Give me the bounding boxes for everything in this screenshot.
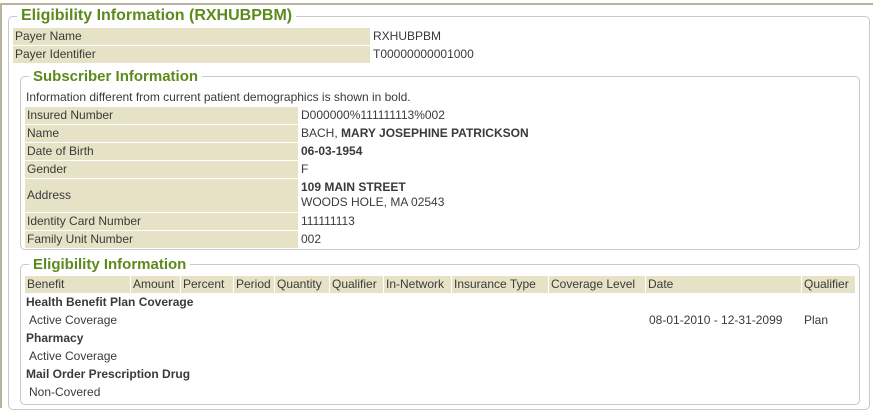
id-card-row: Identity Card Number 111111113 bbox=[25, 213, 355, 230]
subscriber-title: Subscriber Information bbox=[29, 68, 203, 85]
address-value: 109 MAIN STREET WOODS HOLE, MA 02543 bbox=[298, 179, 444, 212]
gender-row: Gender F bbox=[25, 161, 308, 178]
first-names: MARY JOSEPHINE PATRICKSON bbox=[341, 126, 529, 140]
col-percent: Percent bbox=[181, 276, 233, 293]
col-date-qualifier: Qualifier bbox=[802, 276, 855, 293]
gender-label: Gender bbox=[25, 161, 298, 178]
dob-row: Date of Birth 06-03-1954 bbox=[25, 143, 362, 160]
id-card-label: Identity Card Number bbox=[25, 213, 298, 230]
eligibility-panel bbox=[20, 264, 860, 405]
top-divider bbox=[0, 3, 873, 5]
payer-id-label: Payer Identifier bbox=[13, 46, 370, 63]
benefit-status: Active Coverage bbox=[29, 313, 118, 327]
family-unit-label: Family Unit Number bbox=[25, 231, 298, 248]
benefit-qualifier: Plan bbox=[804, 313, 829, 327]
payer-name-label: Payer Name bbox=[13, 28, 370, 45]
name-label: Name bbox=[25, 125, 298, 142]
eligibility-table-header: Benefit Amount Percent Period Quantity Q… bbox=[25, 276, 856, 293]
address-line1: 109 MAIN STREET bbox=[301, 180, 406, 194]
col-period: Period bbox=[234, 276, 274, 293]
col-date: Date bbox=[646, 276, 801, 293]
payer-id-value: T00000000001000 bbox=[373, 47, 474, 61]
col-in-network: In-Network bbox=[384, 276, 451, 293]
benefit-group-title: Pharmacy bbox=[26, 331, 84, 345]
col-coverage-level: Coverage Level bbox=[549, 276, 645, 293]
eligibility-title: Eligibility Information bbox=[29, 256, 191, 273]
payer-name-row: Payer Name RXHUBPBM bbox=[13, 28, 441, 45]
address-line2: WOODS HOLE, MA 02543 bbox=[301, 195, 445, 209]
gender-value: F bbox=[301, 162, 309, 176]
payer-name-value: RXHUBPBM bbox=[373, 29, 442, 43]
benefit-group-title: Mail Order Prescription Drug bbox=[26, 367, 191, 381]
subscriber-note: Information different from current patie… bbox=[26, 90, 411, 104]
dob-value: 06-03-1954 bbox=[301, 144, 363, 158]
subscriber-panel bbox=[20, 76, 860, 250]
benefit-date: 08-01-2010 - 12-31-2099 bbox=[649, 313, 783, 327]
benefit-status: Active Coverage bbox=[29, 349, 118, 363]
name-row: Name BACH, MARY JOSEPHINE PATRICKSON bbox=[25, 125, 529, 142]
insured-number-row: Insured Number D000000%111111113%002 bbox=[25, 107, 445, 124]
insured-number-value: D000000%111111113%002 bbox=[301, 108, 445, 122]
benefit-group-title: Health Benefit Plan Coverage bbox=[26, 295, 194, 309]
col-benefit: Benefit bbox=[25, 276, 130, 293]
family-unit-value: 002 bbox=[301, 232, 322, 246]
last-name: BACH, bbox=[301, 126, 338, 140]
col-quantity: Quantity bbox=[275, 276, 329, 293]
col-qualifier: Qualifier bbox=[330, 276, 383, 293]
col-amount: Amount bbox=[131, 276, 180, 293]
benefit-status: Non-Covered bbox=[29, 385, 101, 399]
payer-id-row: Payer Identifier T00000000001000 bbox=[13, 46, 474, 63]
name-value: BACH, MARY JOSEPHINE PATRICKSON bbox=[298, 125, 529, 142]
family-unit-row: Family Unit Number 002 bbox=[25, 231, 321, 248]
eligibility-main-title: Eligibility Information (RXHUBPBM) bbox=[17, 7, 297, 25]
dob-label: Date of Birth bbox=[25, 143, 298, 160]
address-label: Address bbox=[25, 179, 298, 212]
left-divider bbox=[0, 3, 2, 408]
insured-number-label: Insured Number bbox=[25, 107, 298, 124]
id-card-value: 111111113 bbox=[301, 214, 355, 228]
col-insurance-type: Insurance Type bbox=[452, 276, 548, 293]
address-row: Address 109 MAIN STREET WOODS HOLE, MA 0… bbox=[25, 179, 444, 212]
